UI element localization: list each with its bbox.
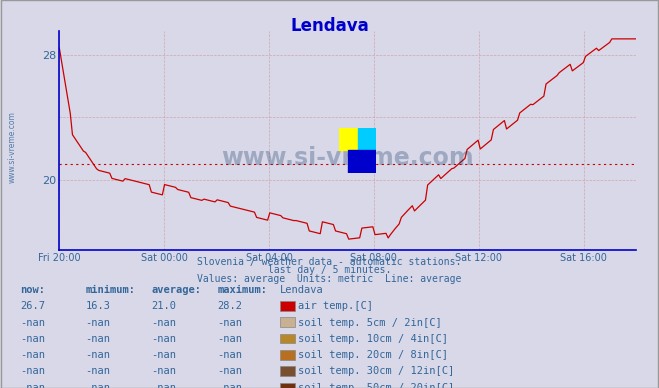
- Text: -nan: -nan: [152, 334, 177, 344]
- Text: www.si-vreme.com: www.si-vreme.com: [221, 146, 474, 170]
- Text: -nan: -nan: [86, 334, 111, 344]
- Text: minimum:: minimum:: [86, 285, 136, 295]
- Text: soil temp. 50cm / 20in[C]: soil temp. 50cm / 20in[C]: [298, 383, 454, 388]
- Text: soil temp. 20cm / 8in[C]: soil temp. 20cm / 8in[C]: [298, 350, 448, 360]
- Text: -nan: -nan: [86, 383, 111, 388]
- Text: Lendava: Lendava: [280, 285, 324, 295]
- Bar: [358, 128, 376, 150]
- Text: 21.0: 21.0: [152, 301, 177, 311]
- Text: -nan: -nan: [86, 350, 111, 360]
- Text: average:: average:: [152, 285, 202, 295]
- Text: -nan: -nan: [217, 334, 243, 344]
- Text: -nan: -nan: [152, 383, 177, 388]
- Text: 28.2: 28.2: [217, 301, 243, 311]
- Bar: [339, 128, 358, 150]
- Text: -nan: -nan: [86, 366, 111, 376]
- Text: soil temp. 5cm / 2in[C]: soil temp. 5cm / 2in[C]: [298, 317, 442, 327]
- Text: 26.7: 26.7: [20, 301, 45, 311]
- Text: -nan: -nan: [20, 366, 45, 376]
- Text: -nan: -nan: [20, 350, 45, 360]
- Text: -nan: -nan: [217, 317, 243, 327]
- Bar: [349, 150, 376, 173]
- Text: -nan: -nan: [152, 350, 177, 360]
- Text: -nan: -nan: [152, 366, 177, 376]
- Text: -nan: -nan: [20, 334, 45, 344]
- Text: -nan: -nan: [20, 317, 45, 327]
- Text: -nan: -nan: [152, 317, 177, 327]
- Text: Values: average  Units: metric  Line: average: Values: average Units: metric Line: aver…: [197, 274, 462, 284]
- Text: soil temp. 30cm / 12in[C]: soil temp. 30cm / 12in[C]: [298, 366, 454, 376]
- Text: last day / 5 minutes.: last day / 5 minutes.: [268, 265, 391, 275]
- Text: -nan: -nan: [20, 383, 45, 388]
- Text: Lendava: Lendava: [290, 17, 369, 35]
- Text: www.si-vreme.com: www.si-vreme.com: [8, 111, 17, 184]
- Text: -nan: -nan: [217, 350, 243, 360]
- Text: soil temp. 10cm / 4in[C]: soil temp. 10cm / 4in[C]: [298, 334, 448, 344]
- Text: -nan: -nan: [86, 317, 111, 327]
- Text: -nan: -nan: [217, 383, 243, 388]
- Text: now:: now:: [20, 285, 45, 295]
- Text: air temp.[C]: air temp.[C]: [298, 301, 373, 311]
- Text: Slovenia / weather data - automatic stations.: Slovenia / weather data - automatic stat…: [197, 256, 462, 267]
- Text: maximum:: maximum:: [217, 285, 268, 295]
- Text: 16.3: 16.3: [86, 301, 111, 311]
- Text: -nan: -nan: [217, 366, 243, 376]
